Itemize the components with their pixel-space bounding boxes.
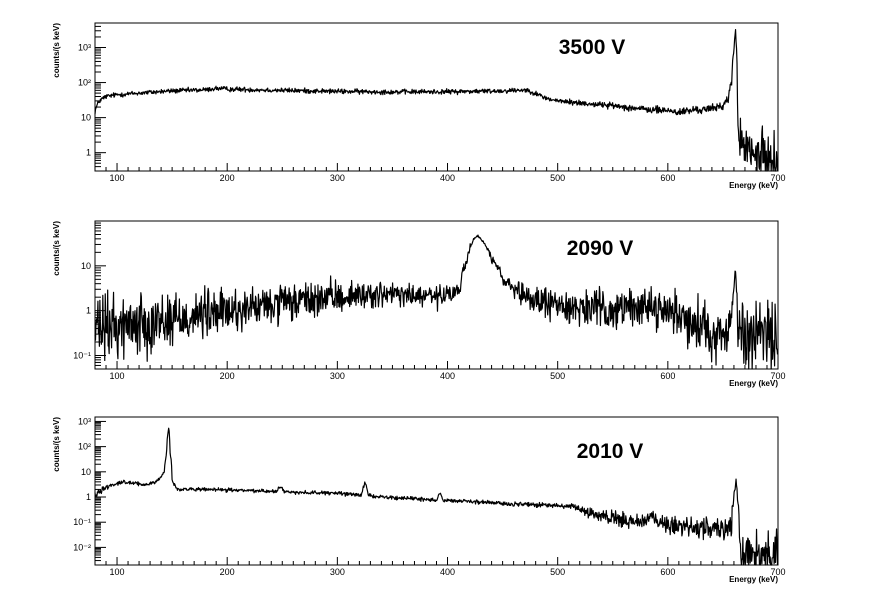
panel-2090v-frame: [94, 220, 779, 370]
y-tick-label: 10⁻¹: [73, 517, 91, 527]
y-tick-label: 10²: [78, 78, 91, 88]
panel-2090v-ticks: 100 200 300 400 500 600 700 10⁻¹ 1 10: [73, 220, 786, 381]
panel-2010v-spectrum-line: [94, 427, 779, 566]
x-tick-label: 700: [770, 173, 785, 183]
x-tick-label: 100: [110, 173, 125, 183]
panel-3500v-spectrum-line: [94, 29, 779, 172]
y-tick-label: 1: [86, 492, 91, 502]
panel-3500v-x-axis-label: Energy (keV): [729, 181, 778, 190]
y-tick-label: 1: [86, 306, 91, 316]
x-tick-label: 700: [770, 567, 785, 577]
panel-2090v-x-axis-label: Energy (keV): [729, 379, 778, 388]
x-tick-label: 400: [440, 567, 455, 577]
panel-3500v: 100 200 300 400 500 600 700 1 10 10² 10³ 3500 V En…: [52, 22, 786, 190]
x-tick-label: 500: [550, 371, 565, 381]
y-tick-label: 10³: [78, 43, 91, 53]
panel-2010v-frame: [94, 416, 779, 566]
panel-2090v-spectrum-line: [94, 234, 779, 370]
x-tick-label: 400: [440, 371, 455, 381]
y-tick-label: 10³: [78, 416, 91, 426]
y-tick-label: 10²: [78, 442, 91, 452]
y-tick-label: 10⁻²: [73, 542, 91, 552]
x-tick-label: 600: [660, 173, 675, 183]
x-tick-label: 500: [550, 567, 565, 577]
x-tick-label: 200: [220, 173, 235, 183]
panel-2090v-title: 2090 V: [567, 237, 634, 260]
x-tick-label: 300: [330, 371, 345, 381]
x-tick-label: 600: [660, 371, 675, 381]
x-tick-label: 200: [220, 371, 235, 381]
panel-2090v: 100 200 300 400 500 600 700 10⁻¹ 1 10 2090 V Ener…: [52, 220, 786, 388]
x-tick-label: 500: [550, 173, 565, 183]
panel-2010v-x-axis-label: Energy (keV): [729, 575, 778, 584]
panel-2010v-y-axis-label: counts/(s keV): [52, 417, 61, 472]
panel-2010v: 100 200 300 400 500 600 700 10⁻² 10⁻¹ 1 10 10² 10³ 2…: [52, 416, 786, 584]
x-tick-label: 300: [330, 173, 345, 183]
panel-3500v-title: 3500 V: [559, 36, 626, 59]
panel-2090v-y-axis-label: counts/(s keV): [52, 221, 61, 276]
panel-2010v-title: 2010 V: [577, 440, 644, 463]
y-tick-label: 10: [81, 113, 91, 123]
x-tick-label: 400: [440, 173, 455, 183]
x-tick-label: 100: [110, 567, 125, 577]
y-tick-label: 10⁻¹: [73, 351, 91, 361]
y-tick-label: 10: [81, 261, 91, 271]
x-tick-label: 600: [660, 567, 675, 577]
x-tick-label: 100: [110, 371, 125, 381]
panel-2010v-ticks: 100 200 300 400 500 600 700 10⁻² 10⁻¹ 1 10 10² 10³: [73, 416, 785, 577]
panel-3500v-y-axis-label: counts/(s keV): [52, 23, 61, 78]
x-tick-label: 200: [220, 567, 235, 577]
panel-3500v-frame: [94, 22, 779, 172]
y-tick-label: 10: [81, 467, 91, 477]
x-tick-label: 700: [770, 371, 785, 381]
x-tick-label: 300: [330, 567, 345, 577]
y-tick-label: 1: [86, 148, 91, 158]
panel-3500v-ticks: 100 200 300 400 500 600 700 1 10 10² 10³: [78, 22, 786, 183]
